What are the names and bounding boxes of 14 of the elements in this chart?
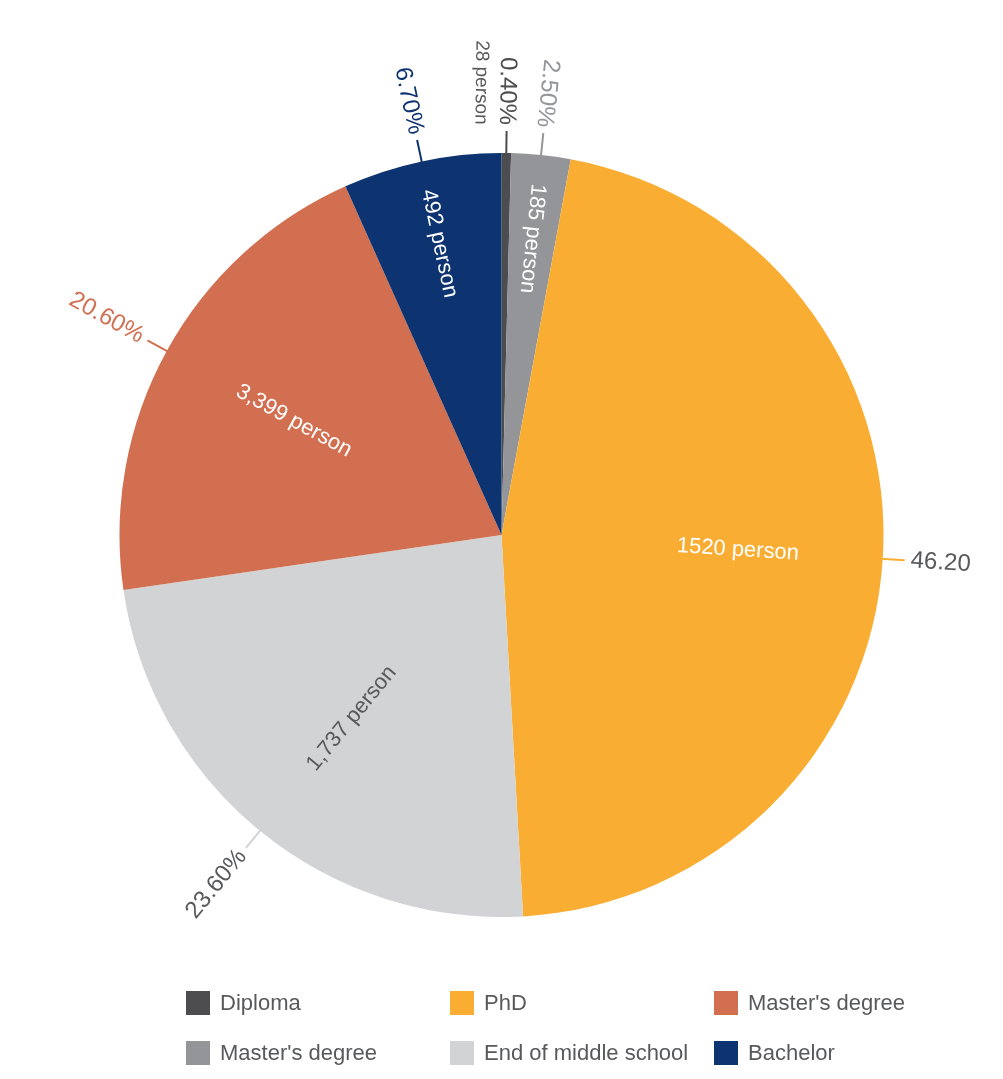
data-label: 2.50% (532, 58, 567, 129)
text: 28 person (471, 40, 494, 125)
legend-label: PhD (484, 990, 527, 1016)
data-label: 0.40% (495, 56, 523, 126)
text: 492 person (416, 186, 465, 300)
legend-label: Master's degree (748, 990, 906, 1016)
text: 1520 person (676, 532, 800, 565)
data-label: 46.20 (909, 545, 972, 577)
text: 185 person (515, 182, 552, 295)
data-label: 6.70% (390, 64, 431, 137)
legend-label: Bachelor (748, 1040, 835, 1066)
legend-label: Master's degree (220, 1040, 378, 1066)
legend-label: Diploma (220, 990, 301, 1016)
legend-label: End of middle school (484, 1040, 689, 1066)
